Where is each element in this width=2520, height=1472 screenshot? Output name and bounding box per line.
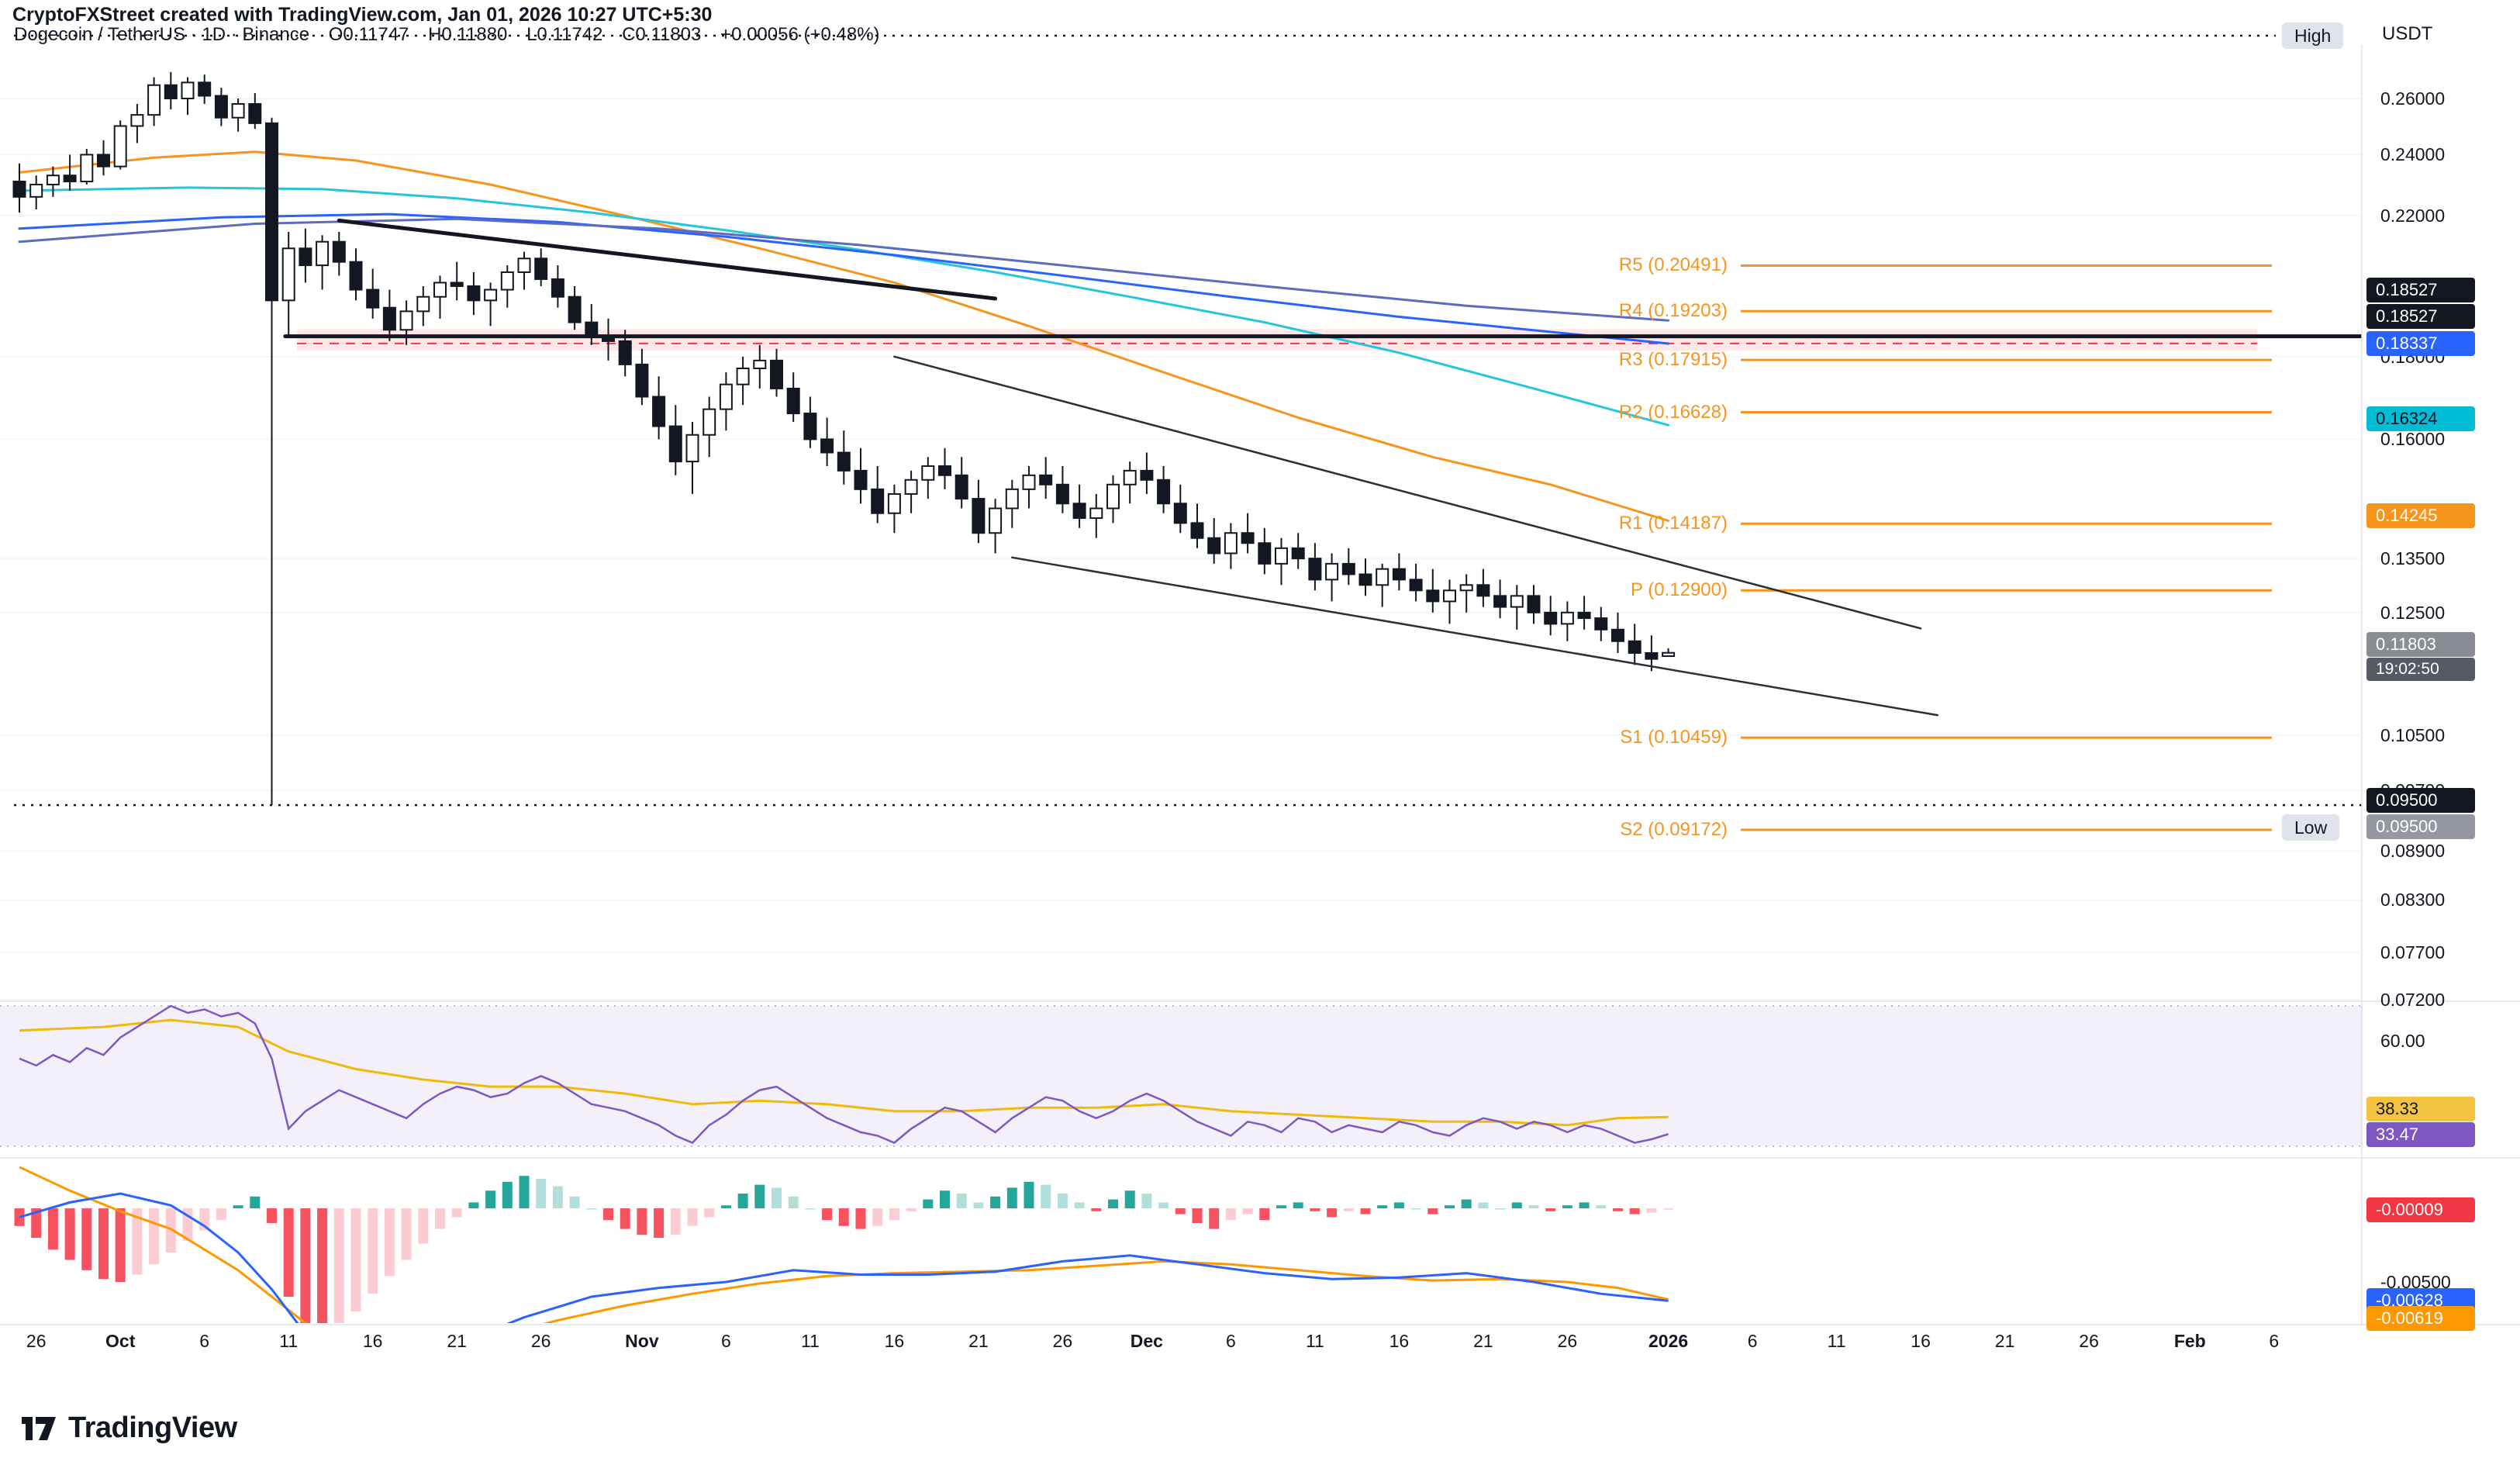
tradingview-wordmark[interactable]: TradingView xyxy=(68,1412,237,1444)
rsi-panel xyxy=(0,1004,2362,1147)
pivot-label: R1 (0.14187) xyxy=(1618,513,1728,534)
pivot-label: R4 (0.19203) xyxy=(1618,300,1728,322)
ohlc-low: L0.11742 xyxy=(526,24,603,45)
time-axis-tick: 11 xyxy=(279,1331,299,1351)
rsi-axis-badge: 38.33 xyxy=(2366,1097,2475,1121)
macd-axis-badge: -0.00619 xyxy=(2366,1306,2475,1331)
price-axis-label: 0.10500 xyxy=(2380,724,2446,745)
rsi-line xyxy=(19,1004,1669,1144)
price-axis-badge: 0.16324 xyxy=(2366,406,2475,431)
price-axis-badge: 0.09500 xyxy=(2366,814,2475,839)
pivot-label: S2 (0.09172) xyxy=(1620,818,1728,840)
time-axis-tick: 26 xyxy=(26,1331,47,1351)
time-axis-tick: 21 xyxy=(1473,1331,1493,1351)
ohlc-open: O0.11747 xyxy=(328,24,409,45)
time-axis-tick: Dec xyxy=(1130,1331,1163,1351)
ohlc-high: H0.11880 xyxy=(428,24,508,45)
ma-line-cyan xyxy=(18,186,1670,427)
pivot-label: P (0.12900) xyxy=(1631,579,1728,601)
symbol-title[interactable]: Dogecoin / TetherUS · 1D · Binance xyxy=(14,24,310,45)
price-axis-badge: 0.18337 xyxy=(2366,331,2475,356)
pivot-label: R5 (0.20491) xyxy=(1618,254,1728,276)
time-axis-tick: 16 xyxy=(362,1331,383,1351)
price-axis-label: 0.16000 xyxy=(2380,429,2446,450)
time-axis-tick: 21 xyxy=(968,1331,989,1351)
price-axis-badge: 0.11803 xyxy=(2366,632,2475,657)
price-axis-label: 0.13500 xyxy=(2380,548,2446,569)
ma-line-blue xyxy=(18,213,1670,345)
time-axis-tick: 16 xyxy=(884,1331,905,1351)
macd-panel xyxy=(14,1166,1674,1323)
price-axis-badge: 0.18527 xyxy=(2366,278,2475,302)
ma-line-purple xyxy=(18,217,1670,322)
high-line-chip: High xyxy=(2282,22,2344,49)
wedge-lower-line xyxy=(1011,556,1939,717)
time-axis-tick: 21 xyxy=(1994,1331,2015,1351)
low-line-chip: Low xyxy=(2282,814,2340,841)
time-axis-tick: 6 xyxy=(1747,1331,1758,1351)
macd-axis-badge: -0.00009 xyxy=(2366,1197,2475,1222)
time-axis-tick: 11 xyxy=(1827,1331,1846,1351)
rsi-ma-line xyxy=(19,1018,1669,1127)
trend-lines xyxy=(283,218,2362,717)
price-axis-label: 0.12500 xyxy=(2380,602,2446,623)
footer: TradingView xyxy=(22,1412,237,1445)
pivot-label: R3 (0.17915) xyxy=(1618,349,1728,371)
price-gridlines xyxy=(0,98,2362,1000)
price-axis-badge: 0.14245 xyxy=(2366,503,2475,528)
macd-line xyxy=(19,1192,1669,1323)
time-axis-tick: Nov xyxy=(625,1331,659,1351)
pivot-lines xyxy=(1741,264,2272,831)
time-axis-tick: Oct xyxy=(105,1331,136,1351)
time-axis-tick: 16 xyxy=(1389,1331,1410,1351)
time-axis-tick: 26 xyxy=(530,1331,551,1351)
price-axis-badge: 0.09500 xyxy=(2366,788,2475,813)
price-axis-currency: USDT xyxy=(2382,23,2433,44)
price-axis-label: 0.08300 xyxy=(2380,890,2446,910)
price-axis-label: 0.08900 xyxy=(2380,841,2446,862)
price-axis-badge: 0.18527 xyxy=(2366,304,2475,329)
price-axis-label: 0.26000 xyxy=(2380,88,2446,109)
time-axis-tick: 6 xyxy=(2269,1331,2280,1351)
attribution-text: CryptoFXStreet created with TradingView.… xyxy=(12,4,713,26)
countdown-badge: 19:02:50 xyxy=(2366,658,2475,681)
price-axis-label: 0.07200 xyxy=(2380,990,2446,1011)
time-axis-tick: 6 xyxy=(1225,1331,1236,1351)
tradingview-logo-icon[interactable] xyxy=(22,1412,57,1445)
time-axis-tick: 2026 xyxy=(1648,1331,1689,1351)
time-axis-tick: 16 xyxy=(1911,1331,1931,1351)
price-axis-label: 0.07700 xyxy=(2380,942,2446,963)
price-axis-label: 0.24000 xyxy=(2380,144,2446,165)
symbol-title-bar: Dogecoin / TetherUS · 1D · Binance O0.11… xyxy=(14,24,894,46)
pivot-label: R2 (0.16628) xyxy=(1618,401,1728,423)
time-axis-tick: 6 xyxy=(720,1331,731,1351)
time-axis-tick: 11 xyxy=(800,1331,820,1351)
price-axis-label: 0.22000 xyxy=(2380,206,2446,226)
ohlc-change: +0.00056 (+0.48%) xyxy=(720,24,880,45)
rsi-axis-label: 60.00 xyxy=(2380,1031,2425,1051)
time-axis-tick: 26 xyxy=(2079,1331,2099,1351)
time-axis-tick: 26 xyxy=(1557,1331,1578,1351)
pivot-label: S1 (0.10459) xyxy=(1620,727,1728,748)
rsi-axis-badge: 33.47 xyxy=(2366,1122,2475,1147)
time-axis-tick: 11 xyxy=(1305,1331,1324,1351)
time-axis-tick: 6 xyxy=(199,1331,210,1351)
descending-resistance-line xyxy=(337,218,998,301)
wedge-upper-line xyxy=(893,355,1922,630)
time-axis-tick: 21 xyxy=(447,1331,467,1351)
ohlc-close: C0.11803 xyxy=(622,24,702,45)
time-axis-tick: 26 xyxy=(1052,1331,1073,1351)
time-axis-tick: Feb xyxy=(2173,1331,2206,1351)
